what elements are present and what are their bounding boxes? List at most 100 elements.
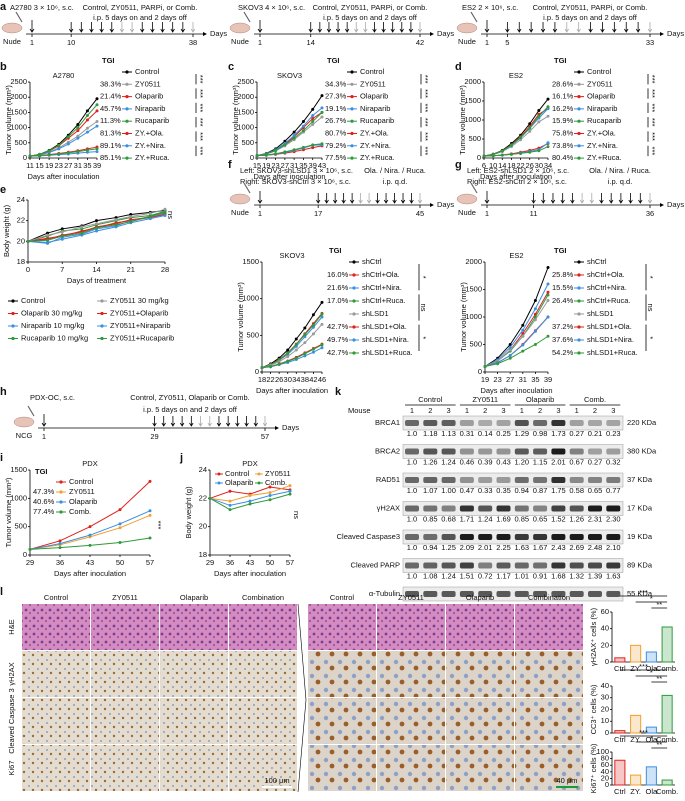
column-label: Combination — [242, 593, 284, 602]
scheme-label: Right: SKOV3-shCtrl 3 × 10⁶, s.c. — [240, 177, 351, 186]
bar — [661, 694, 673, 734]
x-axis-label: Days after inoculation — [256, 386, 328, 395]
x-tick-label: 10 — [489, 161, 497, 170]
data-point — [85, 113, 89, 117]
x-tick-label: 29 — [206, 558, 214, 567]
row-label: Cleaved Caspase 3 — [7, 688, 16, 753]
blot-band — [459, 534, 474, 540]
x-tick-label: 43 — [86, 558, 94, 567]
treatment-arrow — [189, 416, 194, 427]
data-point — [228, 508, 232, 512]
data-point — [129, 218, 133, 222]
treatment-arrow — [190, 22, 196, 33]
quant-value: 1.29 — [514, 429, 529, 438]
data-point — [311, 146, 315, 150]
data-point — [46, 233, 50, 237]
legend-marker — [352, 299, 356, 303]
quant-value: 1.00 — [441, 486, 456, 495]
legend-label: shCtrl+Nira. — [587, 283, 627, 292]
micrograph — [515, 698, 583, 744]
y-tick-label: 40 — [601, 681, 609, 690]
y-axis-label: Tumor volume (mm³) — [459, 282, 468, 352]
data-point — [85, 148, 89, 152]
treatment-arrow — [409, 193, 414, 204]
data-point — [58, 546, 62, 550]
legend-marker — [59, 490, 63, 494]
treatment-arrow — [140, 22, 145, 33]
mouse-number: 2 — [593, 406, 597, 415]
scheme-label: i.p. q.d. — [383, 177, 408, 186]
sig-label: * — [646, 276, 655, 279]
legend-label: shCtrl — [587, 257, 607, 266]
blot-band — [405, 420, 419, 426]
treatment-arrow — [207, 416, 212, 427]
quant-value: 2.01 — [551, 457, 566, 466]
legend-label: shLSD1+Ola. — [587, 322, 632, 331]
quant-value: 1.67 — [533, 543, 548, 552]
mouse-number: 3 — [447, 406, 451, 415]
tgi-header: TGI — [554, 246, 567, 255]
data-point — [294, 356, 298, 360]
quant-value: 1.63 — [514, 543, 529, 552]
blot-band — [569, 420, 584, 426]
data-point — [268, 485, 272, 489]
data-point — [268, 494, 272, 497]
micrograph — [446, 604, 514, 650]
treatment-arrow — [417, 193, 423, 204]
blot-band — [588, 591, 602, 597]
micrograph — [377, 698, 445, 744]
data-point — [311, 123, 315, 127]
data-point — [95, 229, 98, 233]
blot-band — [569, 591, 584, 597]
sig-label: *** — [154, 521, 163, 530]
blot-band — [588, 477, 602, 483]
panel-letter: b — [0, 61, 7, 73]
y-tick-label: 20 — [17, 236, 25, 245]
legend-label: Rucaparib — [587, 116, 621, 125]
data-point — [292, 134, 296, 138]
x-tick-label: 29 — [26, 558, 34, 567]
day-label: 14 — [307, 38, 315, 47]
tgi-value: 81.3% — [100, 128, 122, 137]
blot-band — [514, 420, 529, 426]
data-point — [303, 341, 307, 345]
legend-label: Rucaparib — [135, 116, 169, 125]
legend-marker — [352, 286, 356, 290]
micrograph — [515, 651, 583, 697]
data-point — [311, 113, 315, 117]
mouse-number: 3 — [611, 406, 615, 415]
data-point — [320, 115, 324, 119]
data-point — [286, 355, 290, 359]
sig-label: *** — [639, 662, 648, 671]
y-tick-label: 20 — [601, 704, 609, 713]
y-tick-label: 60 — [601, 760, 609, 769]
legend-label: ZY.+Nira. — [587, 141, 618, 150]
legend-marker — [59, 480, 63, 484]
blot-band — [606, 534, 621, 540]
data-point — [533, 329, 537, 333]
data-point — [311, 350, 315, 354]
data-point — [148, 509, 152, 513]
data-point — [80, 233, 84, 237]
data-point — [95, 124, 99, 128]
quant-value: 1.73 — [551, 429, 566, 438]
data-point — [496, 362, 500, 366]
size-label: 17 KDa — [627, 503, 653, 512]
legend-label: ZY0511+Rucaparib — [110, 333, 174, 342]
treatment-arrow — [588, 22, 593, 33]
x-tick-label: 7 — [60, 265, 64, 274]
data-point — [129, 212, 133, 216]
treatment-arrow — [383, 193, 389, 204]
quant-value: 0.27 — [588, 457, 603, 466]
legend-marker — [352, 273, 356, 277]
micrograph — [446, 698, 514, 744]
sig-label: *** — [639, 588, 648, 597]
sig-label: *** — [196, 132, 205, 141]
quant-value: 0.33 — [478, 486, 493, 495]
legend-label: Niraparib 10 mg/kg — [21, 321, 84, 330]
sig-label: * — [650, 668, 653, 677]
x-tick-label: ZY. — [630, 664, 641, 673]
y-tick-label: 2500 — [237, 77, 254, 86]
data-point — [491, 154, 495, 158]
